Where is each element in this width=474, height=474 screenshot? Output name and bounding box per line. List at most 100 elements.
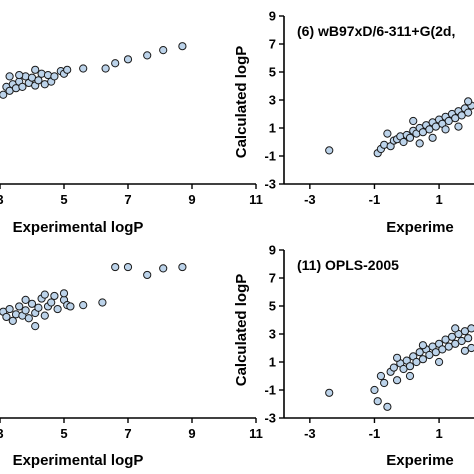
data-point [415, 139, 424, 148]
data-point [111, 262, 120, 272]
y-tick-label: 9 [269, 9, 276, 24]
x-tick-label: 3 [0, 426, 4, 441]
axes [283, 250, 474, 419]
data-point [27, 299, 37, 308]
y-tick-label: -1 [264, 149, 276, 164]
y-tick-label: 7 [269, 271, 276, 286]
x-tick-label: 9 [188, 192, 195, 207]
tick-labels: 3 5 7 9 11 [0, 184, 263, 207]
scatter-points [325, 97, 474, 158]
tick-labels: -3 -1 1 -3 -1 1 3 5 7 9 [264, 9, 442, 208]
x-tick-label: 7 [124, 192, 131, 207]
data-point [418, 341, 428, 350]
x-tick-label: 1 [435, 192, 442, 207]
tick-labels: -3 -1 1 -3 -1 1 3 5 7 9 [264, 243, 442, 442]
data-point [460, 346, 470, 355]
data-point [178, 42, 187, 51]
x-tick-label: 1 [435, 426, 442, 441]
y-tick-label: 7 [269, 37, 276, 52]
data-point [143, 51, 152, 60]
data-point [392, 353, 402, 362]
x-tick-label: 5 [60, 192, 67, 207]
data-point [464, 334, 473, 343]
data-point [383, 402, 392, 411]
data-point [392, 376, 402, 385]
data-point [373, 397, 382, 406]
scatter-points [0, 42, 187, 99]
x-tick-label: 11 [249, 192, 263, 207]
scatter-points [0, 262, 187, 331]
data-point [434, 357, 444, 367]
data-point [21, 295, 30, 304]
x-tick-label: -1 [369, 426, 381, 441]
y-tick-label: 3 [269, 93, 276, 108]
x-tick-label: 9 [188, 426, 195, 441]
data-point [178, 262, 187, 272]
data-point [34, 303, 43, 312]
y-tick-label: 9 [269, 243, 276, 258]
data-point [40, 311, 49, 320]
data-point [18, 82, 27, 91]
data-point [66, 302, 75, 311]
data-point [325, 388, 334, 397]
y-tick-label: 3 [269, 327, 276, 342]
x-tick-label: 11 [249, 426, 263, 441]
data-point [409, 116, 418, 126]
data-point [159, 264, 168, 273]
data-point [380, 378, 389, 388]
data-point [31, 322, 40, 331]
data-point [79, 301, 88, 310]
y-tick-label: 1 [269, 355, 276, 370]
y-tick-label: -3 [264, 411, 276, 426]
data-point [143, 270, 152, 280]
data-point [383, 129, 392, 138]
data-point [428, 133, 437, 142]
data-point [405, 362, 415, 371]
data-point [0, 90, 8, 99]
data-point [464, 97, 473, 106]
panel-top-left: 3 5 7 9 11 Experimental logP [0, 42, 263, 236]
data-point [2, 312, 11, 322]
x-axis-label: Experime [386, 219, 454, 236]
data-point [370, 385, 379, 395]
axes [283, 16, 474, 185]
data-point [5, 304, 14, 314]
x-tick-label: 5 [60, 426, 67, 441]
data-point [24, 314, 33, 323]
data-point [159, 46, 168, 55]
data-point [63, 65, 72, 74]
y-tick-label: 5 [269, 65, 276, 80]
y-tick-label: 1 [269, 121, 276, 136]
data-point [15, 302, 24, 311]
data-point [111, 59, 120, 68]
y-tick-label: -1 [264, 383, 276, 398]
x-axis-label: Experimental logP [13, 452, 144, 469]
data-point [40, 290, 49, 299]
panel-bottom-right: -3 -1 1 -3 -1 1 3 5 7 9 (11) OPLS-2005 Calculated… [233, 243, 474, 469]
data-point [399, 137, 408, 147]
data-point [405, 133, 415, 142]
data-point [15, 70, 24, 80]
data-point [123, 55, 133, 64]
x-tick-label: 3 [0, 192, 4, 207]
data-point [8, 316, 17, 325]
data-point [123, 262, 133, 272]
data-point [389, 363, 398, 372]
tick-labels: 3 5 7 9 11 [0, 418, 263, 441]
data-point [53, 304, 62, 314]
data-point [418, 355, 428, 364]
data-point [454, 122, 463, 131]
data-point [98, 298, 107, 307]
data-point [464, 108, 473, 117]
data-point [79, 64, 88, 73]
data-point [441, 125, 450, 134]
data-point [21, 306, 30, 315]
data-point [34, 76, 43, 85]
data-point [451, 324, 460, 333]
data-point [325, 146, 334, 155]
y-tick-label: 5 [269, 299, 276, 314]
scatter-points [325, 324, 474, 411]
panel-bottom-left: 3 5 7 9 11 Experimental logP [0, 262, 263, 469]
data-point [467, 324, 474, 333]
